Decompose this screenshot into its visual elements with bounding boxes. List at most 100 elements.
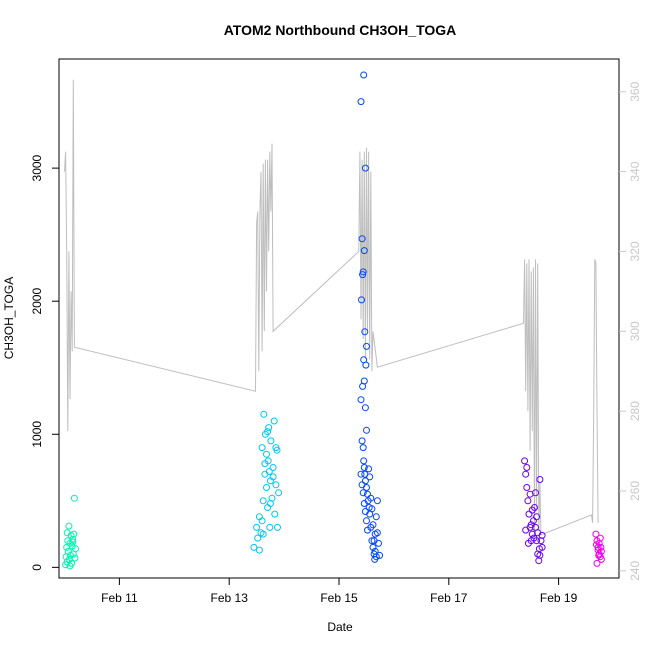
- scatter-point: [358, 481, 366, 489]
- scatter-point: [269, 464, 277, 471]
- scatter-point: [361, 508, 369, 515]
- scatter-point: [65, 522, 73, 530]
- scatter-point: [524, 497, 532, 505]
- scatter-point: [521, 457, 529, 465]
- scatter-point: [361, 164, 369, 172]
- scatter-point: [532, 489, 539, 497]
- scatter-point: [362, 361, 370, 369]
- scatter-series: [250, 410, 283, 554]
- scatter-point: [275, 489, 283, 497]
- scatter-point: [255, 546, 263, 554]
- scatter-point: [69, 535, 77, 543]
- scatter-point: [364, 526, 371, 534]
- scatter-point: [373, 497, 381, 505]
- scatter-point: [265, 468, 273, 475]
- y2-tick-label: 240: [628, 560, 642, 580]
- scatter-point: [360, 377, 368, 385]
- scatter-point: [261, 460, 269, 468]
- scatter-point: [359, 268, 367, 276]
- scatter-point: [357, 470, 365, 478]
- scatter-point: [525, 510, 533, 518]
- scatter-point: [365, 465, 373, 473]
- scatter-point: [258, 517, 266, 525]
- scatter-series: [62, 494, 79, 570]
- scatter-point: [523, 484, 531, 491]
- scatter-point: [358, 235, 366, 243]
- scatter-point: [530, 534, 538, 542]
- scatter-point: [360, 500, 368, 507]
- scatter-point: [596, 534, 604, 542]
- scatter-point: [536, 551, 544, 559]
- scatter-point: [363, 342, 370, 350]
- y2-tick-label: 300: [628, 321, 642, 341]
- scatter-point: [592, 530, 600, 538]
- scatter-point: [263, 484, 270, 491]
- scatter-point: [534, 529, 542, 537]
- scatter-point: [253, 523, 261, 531]
- y-axis-label: CH3OH_TOGA: [2, 277, 16, 359]
- scatter-point: [522, 526, 530, 534]
- scatter-point: [535, 545, 543, 553]
- scatter-point: [522, 470, 530, 478]
- x-axis: Feb 11 Feb 13 Feb 15 Feb 17 Feb 19: [101, 578, 578, 605]
- scatter-point: [272, 444, 280, 452]
- scatter-point: [269, 473, 277, 481]
- scatter-point: [361, 404, 369, 412]
- scatter-point: [535, 557, 543, 565]
- y-tick-label: 3000: [30, 154, 44, 181]
- scatter-point: [369, 521, 377, 529]
- scatter-point: [366, 473, 374, 481]
- scatter-point: [370, 537, 378, 545]
- x-tick-label: Feb 17: [430, 591, 468, 605]
- series-line: [64, 79, 599, 539]
- scatter-point: [369, 543, 377, 551]
- scatter-point: [69, 538, 77, 546]
- y2-tick-label: 360: [628, 81, 642, 101]
- scatter-point: [361, 328, 369, 336]
- x-tick-label: Feb 13: [211, 591, 249, 605]
- scatter-layer: [62, 71, 605, 570]
- y2-tick-label: 280: [628, 401, 642, 421]
- scatter-point: [372, 513, 380, 521]
- scatter-point: [595, 551, 603, 559]
- y2-tick-label: 260: [628, 481, 642, 501]
- scatter-point: [254, 534, 262, 542]
- scatter-point: [597, 543, 605, 551]
- scatter-point: [259, 497, 267, 505]
- scatter-point: [270, 417, 278, 425]
- scatter-series: [592, 530, 605, 567]
- x-tick-label: Feb 15: [320, 591, 358, 605]
- scatter-point: [259, 530, 267, 538]
- scatter-point: [360, 247, 368, 255]
- scatter-point: [360, 71, 368, 79]
- line-layer: [64, 79, 599, 539]
- scatter-point: [266, 500, 274, 507]
- scatter-point: [371, 547, 379, 555]
- scatter-point: [368, 505, 376, 513]
- scatter-point: [528, 506, 536, 514]
- scatter-point: [593, 559, 601, 567]
- y-axis-left: 0 1000 2000 3000: [30, 154, 59, 571]
- scatter-point: [533, 513, 541, 521]
- y-axis-right: 240 260 280 300 320 340 360: [619, 81, 642, 581]
- scatter-point: [358, 296, 365, 304]
- x-axis-label: Date: [327, 620, 353, 634]
- y2-tick-label: 320: [628, 241, 642, 261]
- scatter-point: [274, 523, 281, 531]
- y-tick-label: 1000: [30, 421, 44, 448]
- scatter-point: [527, 521, 535, 529]
- scatter-series: [521, 457, 546, 565]
- scatter-point: [66, 562, 74, 570]
- scatter-point: [264, 428, 272, 436]
- chart-title: ATOM2 Northbound CH3OH_TOGA: [224, 22, 457, 38]
- scatter-point: [363, 426, 370, 434]
- scatter-point: [265, 424, 273, 432]
- scatter-point: [373, 529, 381, 537]
- scatter-point: [70, 494, 78, 502]
- x-tick-label: Feb 11: [101, 591, 138, 605]
- scatter-point: [368, 537, 376, 545]
- scatter-point: [524, 539, 532, 547]
- scatter-point: [258, 444, 266, 452]
- scatter-point: [363, 517, 370, 525]
- scatter-point: [359, 489, 367, 497]
